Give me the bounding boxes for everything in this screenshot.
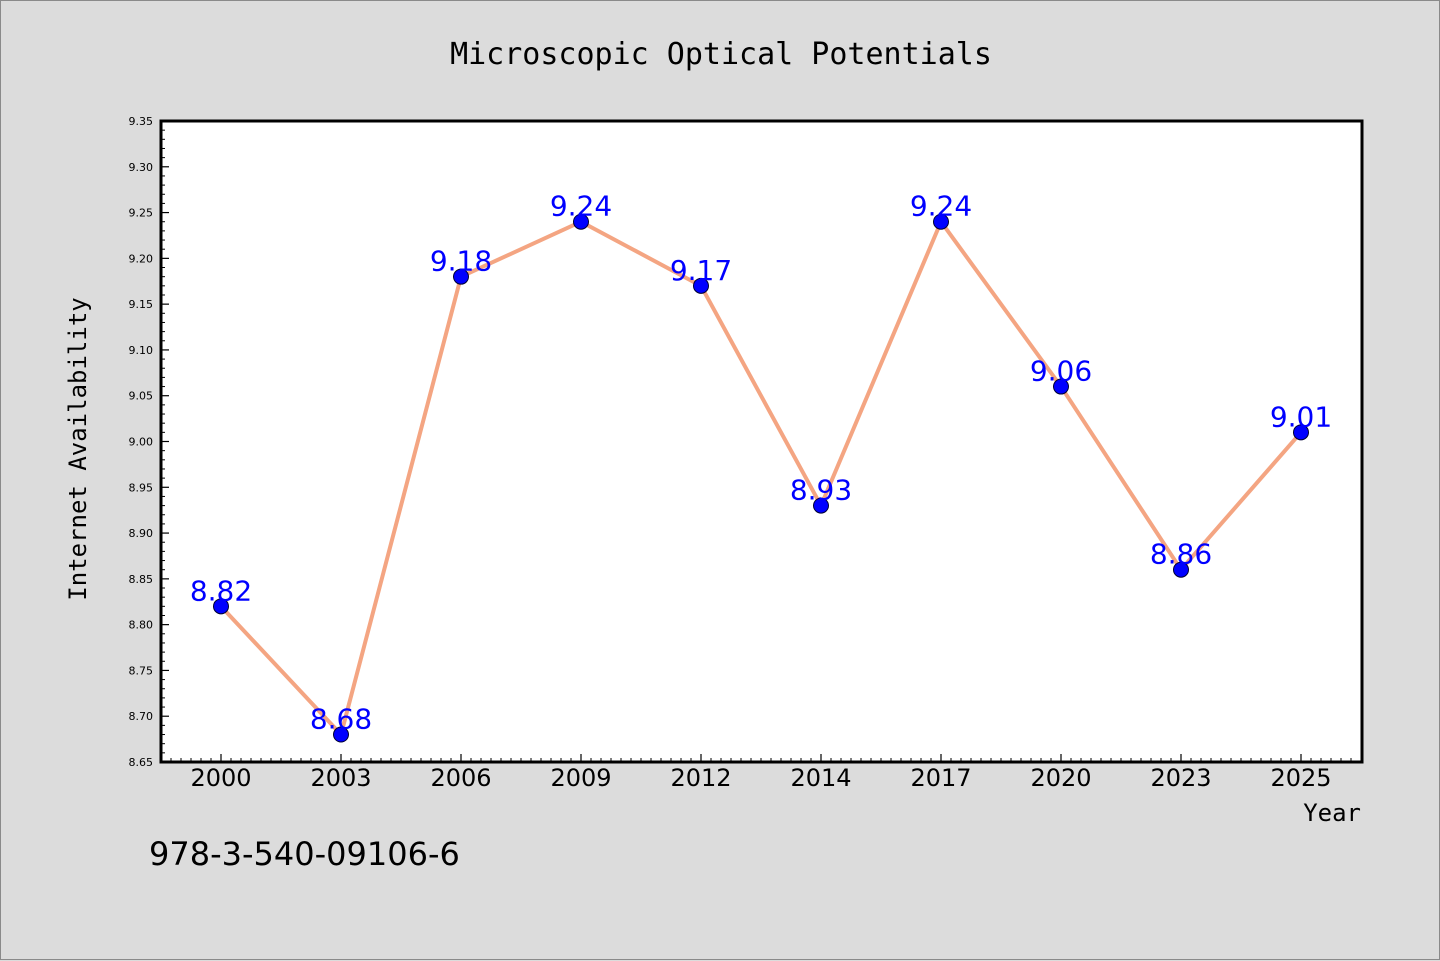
x-tick-label: 2023 — [1150, 764, 1211, 792]
y-tick-label: 9.10 — [129, 344, 154, 357]
y-tick-label: 8.85 — [129, 573, 154, 586]
data-point — [1053, 378, 1069, 395]
footer-code: 978-3-540-09106-6 — [149, 835, 460, 873]
data-label: 8.93 — [790, 474, 852, 507]
data-point — [333, 726, 349, 743]
y-tick-label: 9.25 — [129, 207, 154, 220]
x-tick-label: 2012 — [670, 764, 731, 792]
data-point — [693, 277, 709, 294]
y-tick-label: 9.35 — [129, 115, 154, 128]
data-label: 9.01 — [1270, 400, 1332, 433]
y-axis-title: Internet Availability — [64, 297, 92, 600]
data-point — [813, 497, 829, 514]
x-axis-title: Year — [1303, 799, 1361, 827]
data-label: 9.24 — [550, 190, 612, 223]
data-point — [1293, 424, 1309, 441]
data-label: 9.06 — [1030, 355, 1092, 388]
data-label: 8.82 — [190, 574, 252, 607]
y-tick-label: 8.90 — [129, 527, 154, 540]
data-point — [453, 268, 469, 285]
y-tick-label: 9.05 — [129, 390, 154, 403]
data-label: 9.17 — [670, 254, 732, 287]
y-tick-label: 8.65 — [129, 756, 154, 769]
data-point — [213, 598, 229, 615]
x-tick-label: 2009 — [550, 764, 611, 792]
plot-area — [159, 119, 1364, 764]
y-tick-label: 8.80 — [129, 619, 154, 632]
y-tick-label: 8.75 — [129, 664, 154, 677]
x-tick-label: 2014 — [790, 764, 851, 792]
x-tick-label: 2025 — [1270, 764, 1331, 792]
data-point — [933, 213, 949, 230]
series-line — [219, 219, 1303, 737]
data-point — [573, 213, 589, 230]
x-tick-label: 2017 — [910, 764, 971, 792]
y-tick-label: 8.70 — [129, 710, 154, 723]
x-tick-label: 2006 — [430, 764, 491, 792]
data-label: 8.68 — [310, 703, 372, 736]
data-label: 8.86 — [1150, 538, 1212, 571]
y-axis: 8.65 8.70 8.75 8.80 8.85 8.90 8.95 9.00 9.05 9.10… — [129, 115, 169, 769]
y-tick-label: 9.00 — [129, 436, 154, 449]
x-axis: 2000 2003 2006 2009 2012 2014 2017 2020 2023 2025 — [170, 754, 1362, 792]
x-tick-label: 2020 — [1030, 764, 1091, 792]
data-point — [1173, 561, 1189, 578]
data-label: 9.24 — [910, 190, 972, 223]
data-label: 9.18 — [430, 245, 492, 278]
y-tick-label: 8.95 — [129, 481, 154, 494]
y-tick-label: 9.20 — [129, 252, 154, 265]
x-tick-label: 2003 — [310, 764, 371, 792]
y-tick-label: 9.15 — [129, 298, 154, 311]
y-tick-label: 9.30 — [129, 161, 154, 174]
series-layer: 8.82 8.68 9.18 9.24 9.17 8.93 9.24 9.06 8.86 9.01 — [190, 190, 1332, 743]
x-tick-label: 2000 — [190, 764, 251, 792]
chart-title: Microscopic Optical Potentials — [450, 37, 992, 72]
